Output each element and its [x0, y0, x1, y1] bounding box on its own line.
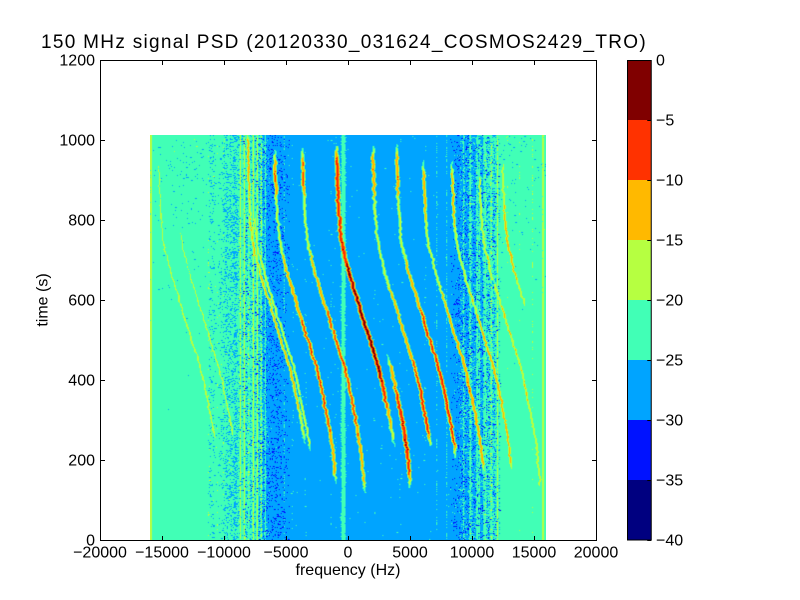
- svg-text:time (s): time (s): [35, 273, 52, 326]
- svg-text:−30: −30: [656, 413, 683, 430]
- svg-text:−5: −5: [656, 113, 674, 130]
- svg-text:600: 600: [68, 293, 95, 310]
- svg-text:150 MHz signal PSD (20120330_0: 150 MHz signal PSD (20120330_031624_COSM…: [41, 32, 647, 53]
- svg-text:0: 0: [656, 53, 665, 70]
- svg-text:−15: −15: [656, 233, 683, 250]
- svg-text:0: 0: [344, 545, 353, 562]
- svg-text:15000: 15000: [512, 545, 557, 562]
- svg-text:10000: 10000: [450, 545, 495, 562]
- svg-text:5000: 5000: [392, 545, 428, 562]
- svg-text:frequency (Hz): frequency (Hz): [296, 562, 401, 579]
- svg-text:−20: −20: [656, 293, 683, 310]
- svg-text:−35: −35: [656, 473, 683, 490]
- svg-text:20000: 20000: [574, 545, 619, 562]
- svg-text:−10: −10: [656, 173, 683, 190]
- svg-text:1200: 1200: [59, 53, 95, 70]
- svg-text:−40: −40: [656, 533, 683, 550]
- svg-text:−10000: −10000: [197, 545, 251, 562]
- svg-text:800: 800: [68, 213, 95, 230]
- svg-text:−15000: −15000: [135, 545, 189, 562]
- svg-text:1000: 1000: [59, 133, 95, 150]
- svg-text:0: 0: [86, 533, 95, 550]
- svg-text:200: 200: [68, 453, 95, 470]
- svg-text:−25: −25: [656, 353, 683, 370]
- svg-text:400: 400: [68, 373, 95, 390]
- svg-text:−20000: −20000: [73, 545, 127, 562]
- svg-text:−5000: −5000: [264, 545, 309, 562]
